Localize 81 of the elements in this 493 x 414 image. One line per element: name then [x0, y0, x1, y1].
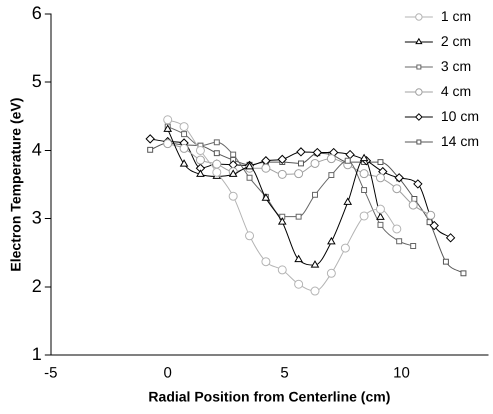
point [410, 243, 416, 249]
legend-label: 14 cm [440, 132, 479, 149]
point [212, 168, 222, 177]
x-tick-label: -5 [44, 364, 58, 382]
y-tick-label: 1 [32, 344, 42, 364]
y-tick-label: 3 [32, 208, 42, 228]
point [261, 257, 270, 266]
point [196, 156, 205, 165]
legend-label: 4 cm [440, 82, 472, 99]
point [294, 255, 303, 262]
point [230, 152, 236, 158]
point [376, 212, 384, 220]
point [377, 222, 384, 228]
point [214, 139, 220, 146]
point [328, 172, 334, 178]
point [396, 238, 402, 244]
point [376, 173, 385, 182]
point [378, 167, 388, 176]
point [392, 184, 402, 194]
y-tick-label: 2 [32, 276, 42, 296]
point [360, 169, 369, 178]
point [346, 150, 355, 160]
point [294, 169, 304, 178]
point [294, 280, 304, 289]
point [392, 224, 402, 234]
point [245, 231, 254, 240]
point [196, 170, 204, 177]
y-tick-label: 5 [32, 71, 42, 92]
point [229, 170, 238, 177]
point [196, 146, 205, 155]
point [311, 260, 319, 268]
point [442, 258, 449, 265]
x-tick-label: 0 [164, 364, 172, 382]
point [310, 158, 320, 168]
point [278, 170, 287, 179]
point [310, 286, 320, 296]
point [180, 122, 189, 132]
point [296, 214, 302, 220]
x-tick-label: 5 [280, 364, 289, 382]
point [360, 211, 369, 220]
point [180, 160, 188, 167]
point [278, 265, 287, 274]
legend-label: 3 cm [440, 58, 472, 74]
point [146, 134, 155, 144]
y-axis-title: Electron Temperature (eV) [7, 98, 24, 272]
point [377, 159, 384, 166]
point [326, 154, 336, 164]
point [376, 204, 385, 214]
point [214, 150, 220, 156]
point [426, 210, 436, 220]
point [163, 115, 172, 124]
point [246, 174, 253, 181]
point [180, 144, 189, 153]
point [147, 146, 154, 153]
point [446, 233, 456, 242]
point [344, 198, 352, 205]
legend-label: 1 cm [440, 8, 472, 24]
point [326, 268, 336, 278]
point [181, 131, 188, 138]
point [460, 270, 466, 276]
point [296, 147, 306, 156]
y-tick-label: 6 [32, 2, 42, 23]
point [408, 200, 418, 210]
point [340, 244, 350, 253]
point [413, 179, 422, 188]
x-tick-label: 10 [393, 364, 410, 382]
point [261, 164, 270, 173]
point [163, 139, 172, 148]
legend-label: 10 cm [440, 108, 479, 124]
point [228, 192, 238, 201]
point [312, 192, 318, 198]
legend-label: 2 cm [440, 32, 472, 49]
y-tick-label: 4 [32, 139, 42, 160]
point [278, 154, 287, 164]
point [361, 187, 368, 194]
point [298, 160, 304, 166]
point [360, 154, 368, 162]
x-axis-title: Radial Position from Centerline (cm) [148, 388, 390, 404]
point [430, 221, 439, 230]
point [278, 218, 286, 225]
point [327, 237, 336, 244]
